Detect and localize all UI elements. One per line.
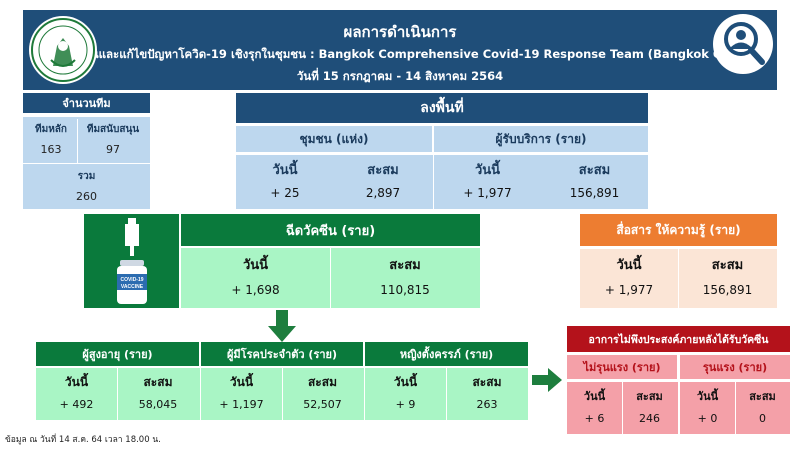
adverse-severe-label: รุนแรง (ราย) <box>680 355 790 379</box>
field-community-today-label: วันนี้ <box>272 162 298 178</box>
group-chronic-today: + 1,197 <box>219 397 264 411</box>
adverse-mild-today-label: วันนี้ <box>583 390 606 403</box>
team-support-value: 97 <box>106 142 120 156</box>
arrow-right-icon <box>532 368 562 392</box>
field-community-cumulative: 2,897 <box>365 186 401 200</box>
adverse-title: อาการไม่พึงประสงค์ภายหลังได้รับวัคซีน <box>567 326 790 352</box>
comm-cum-label: สะสม <box>711 257 744 273</box>
header-banner: ผลการดำเนินการ ทีมป้องกันและแก้ไขปัญหาโค… <box>23 10 777 90</box>
adverse-mild-today: + 6 <box>584 411 605 425</box>
comm-today-label: วันนี้ <box>616 257 642 273</box>
group-chronic-cum-label: สะสม <box>307 374 337 389</box>
adverse-severe-cum-label: สะสม <box>749 390 776 403</box>
adverse-severe-cumulative: 0 <box>759 411 766 425</box>
footnote: ข้อมูล ณ วันที่ 14 ส.ค. 64 เวลา 18.00 น. <box>5 435 161 445</box>
field-community-label: ชุมชน (แห่ง) <box>236 126 432 152</box>
adverse-mild-cum-label: สะสม <box>636 390 663 403</box>
bangkok-seal-logo <box>29 16 97 84</box>
group-elderly-today-label: วันนี้ <box>64 374 89 389</box>
vaccine-icon-subtext: VACCINE <box>121 284 144 290</box>
vaccine-icon-text: COVID-19 <box>120 277 143 283</box>
field-service-cum-label: สะสม <box>578 162 611 178</box>
team-title: จำนวนทีม <box>23 93 150 113</box>
page-subtitle: ทีมป้องกันและแก้ไขปัญหาโควิด-19 เชิงรุกใ… <box>48 47 752 61</box>
vaccine-cumulative: 110,815 <box>380 283 430 297</box>
date-range: วันที่ 15 กรกฎาคม - 14 สิงหาคม 2564 <box>296 69 504 83</box>
adverse-divider-3 <box>735 382 736 434</box>
group-divider-1 <box>117 368 118 420</box>
group-elderly-title: ผู้สูงอายุ (ราย) <box>36 342 199 366</box>
group-pregnant-today-label: วันนี้ <box>393 374 418 389</box>
field-community-today: + 25 <box>270 186 300 200</box>
arrow-down-icon <box>268 310 296 342</box>
comm-cumulative: 156,891 <box>702 283 753 297</box>
vaccine-vial-icon: COVID-19 VACCINE <box>117 218 147 304</box>
group-divider-2 <box>200 342 201 420</box>
adverse-severe-today-label: วันนี้ <box>696 390 719 403</box>
vaccine-icon-panel: COVID-19 VACCINE <box>84 214 179 308</box>
group-chronic-title: ผู้มีโรคประจำตัว (ราย) <box>201 342 363 366</box>
page-title: ผลการดำเนินการ <box>343 23 457 41</box>
group-chronic-today-label: วันนี้ <box>229 374 254 389</box>
field-service-today-label: วันนี้ <box>474 162 501 178</box>
group-elderly-today: + 492 <box>59 397 94 411</box>
adverse-severe-today: + 0 <box>697 411 718 425</box>
field-community-cum-label: สะสม <box>367 162 399 178</box>
vaccine-title: ฉีดวัคซีน (ราย) <box>181 214 480 246</box>
adverse-mild-cumulative: 246 <box>639 411 660 425</box>
team-divider-h <box>23 163 150 164</box>
vaccine-cum-label: สะสม <box>389 257 421 273</box>
vaccine-today: + 1,698 <box>231 283 280 297</box>
field-service-today: + 1,977 <box>463 186 512 200</box>
group-divider-5 <box>446 368 447 420</box>
group-pregnant-cum-label: สะสม <box>472 374 502 389</box>
field-service-cumulative: 156,891 <box>569 186 620 200</box>
adverse-divider-2 <box>678 355 680 434</box>
field-title: ลงพื้นที่ <box>236 93 648 123</box>
team-main-label: ทีมหลัก <box>35 123 67 135</box>
field-values-panel <box>236 155 648 209</box>
team-divider <box>77 119 78 163</box>
field-service-label: ผู้รับบริการ (ราย) <box>434 126 648 152</box>
group-pregnant-today: + 9 <box>395 397 416 411</box>
field-divider <box>433 126 434 209</box>
team-main-value: 163 <box>40 142 62 156</box>
comm-today: + 1,977 <box>604 283 654 297</box>
team-total-label: รวม <box>77 170 96 182</box>
group-divider-4 <box>364 342 365 420</box>
comm-title: สื่อสาร ให้ความรู้ (ราย) <box>580 214 777 246</box>
group-pregnant-cumulative: 263 <box>476 397 498 411</box>
adverse-divider-1 <box>622 382 623 434</box>
team-total-value: 260 <box>76 189 97 203</box>
vaccine-today-label: วันนี้ <box>242 257 269 273</box>
group-elderly-cumulative: 58,045 <box>138 397 178 411</box>
vaccine-divider <box>330 248 331 308</box>
group-pregnant-title: หญิงตั้งครรภ์ (ราย) <box>365 342 528 366</box>
group-chronic-cumulative: 52,507 <box>303 397 342 411</box>
comm-divider <box>678 249 679 308</box>
adverse-mild-label: ไม่รุนแรง (ราย) <box>567 355 677 379</box>
team-support-label: ทีมสนับสนุน <box>86 123 140 135</box>
person-search-icon <box>713 14 773 74</box>
group-elderly-cum-label: สะสม <box>143 374 173 389</box>
group-divider-3 <box>282 368 283 420</box>
